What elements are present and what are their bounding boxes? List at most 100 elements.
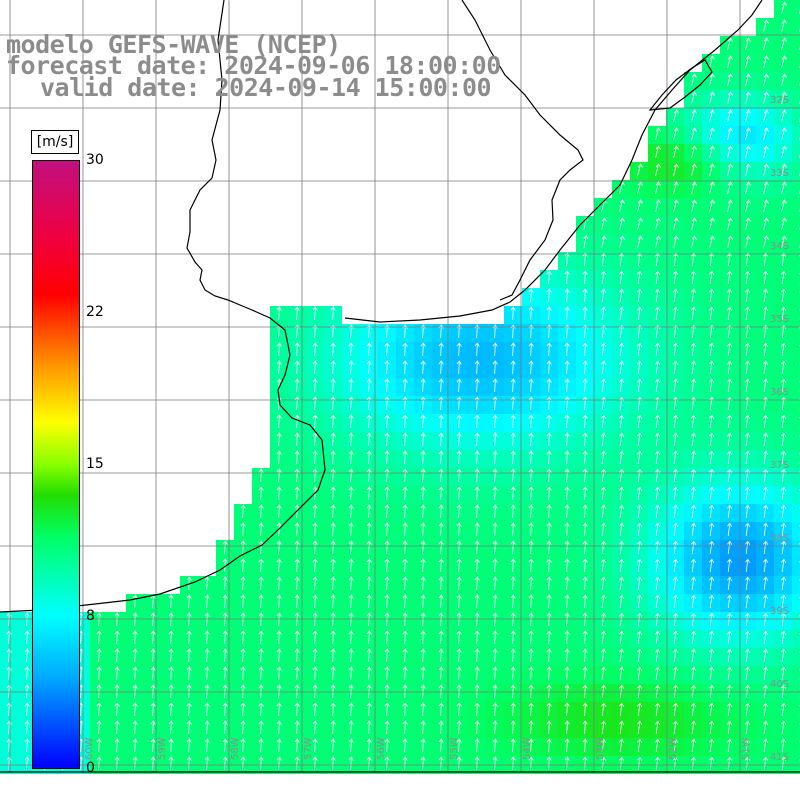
wind-arrow [348, 360, 354, 375]
wind-arrow [366, 648, 372, 663]
wind-arrow [474, 522, 480, 537]
colorbar [32, 160, 80, 769]
wind-arrow [582, 414, 588, 429]
wind-arrow [691, 199, 697, 213]
wind-arrow [637, 756, 643, 771]
wind-arrow [222, 720, 228, 735]
wind-arrow [384, 396, 390, 411]
wind-arrow [655, 235, 661, 249]
wind-arrow [745, 109, 751, 123]
wind-arrow [456, 738, 462, 753]
wind-arrow [528, 612, 534, 627]
wind-arrow [456, 522, 462, 537]
wind-arrow [691, 145, 697, 159]
wind-arrow [582, 756, 588, 771]
wind-arrow [294, 432, 300, 447]
wind-arrow [763, 432, 769, 447]
latitude-label: 37S [770, 460, 789, 471]
wind-arrow [546, 306, 552, 321]
wind-arrow [582, 486, 588, 501]
wind-arrow [601, 360, 607, 375]
wind-arrow [294, 486, 300, 501]
wind-arrow [420, 648, 426, 663]
wind-arrow [312, 540, 318, 555]
wind-arrow [330, 684, 336, 699]
wind-arrow [564, 486, 570, 501]
wind-speed-cell [792, 612, 800, 630]
wind-arrow [763, 37, 769, 51]
wind-arrow [150, 612, 156, 627]
wind-arrow [691, 217, 697, 231]
wind-arrow [366, 360, 372, 375]
wind-arrow [781, 270, 787, 285]
wind-arrow [528, 414, 534, 429]
wind-arrow [745, 342, 751, 357]
wind-arrow [691, 702, 697, 717]
wind-arrow [781, 235, 787, 249]
wind-arrow [474, 342, 480, 357]
wind-arrow [366, 702, 372, 717]
wind-arrow [474, 684, 480, 699]
wind-arrow [564, 558, 570, 573]
wind-arrow [601, 378, 607, 393]
wind-arrow [745, 450, 751, 465]
wind-arrow [330, 648, 336, 663]
wind-arrow [637, 235, 643, 249]
wind-arrow [781, 1, 787, 15]
wind-arrow [528, 288, 534, 303]
wind-arrow [312, 648, 318, 663]
wind-arrow [222, 702, 228, 717]
wind-arrow [222, 630, 228, 645]
wind-arrow [258, 684, 264, 699]
wind-arrow [150, 684, 156, 699]
wind-arrow [96, 666, 102, 681]
wind-arrow [474, 396, 480, 411]
wind-arrow [492, 702, 498, 717]
longitude-label: 55W [449, 737, 460, 760]
wind-arrow [781, 127, 787, 141]
wind-arrow [366, 522, 372, 537]
wind-arrow [312, 756, 318, 771]
wind-arrow [727, 73, 733, 87]
wind-arrow [564, 360, 570, 375]
wind-arrow [637, 342, 643, 357]
wind-arrow [456, 450, 462, 465]
wind-arrow [564, 378, 570, 393]
wind-arrow [510, 612, 516, 627]
wind-arrow [619, 648, 625, 663]
wind-arrow [745, 522, 751, 537]
wind-arrow [438, 540, 444, 555]
wind-arrow [510, 648, 516, 663]
wind-speed-cell [792, 378, 800, 396]
wind-arrow [655, 360, 661, 375]
wind-arrow [582, 432, 588, 447]
wind-arrow [601, 486, 607, 501]
wind-arrow [330, 558, 336, 573]
colorbar-tick-0: 0 [86, 760, 95, 776]
wind-arrow [456, 558, 462, 573]
wind-arrow [528, 306, 534, 321]
wind-arrow [781, 720, 787, 735]
wind-arrow [564, 594, 570, 609]
wind-arrow [727, 199, 733, 213]
wind-arrow [745, 432, 751, 447]
wind-arrow [673, 720, 679, 735]
wind-arrow [763, 702, 769, 717]
wind-arrow [601, 702, 607, 717]
wind-arrow [348, 540, 354, 555]
wind-arrow [474, 378, 480, 393]
wind-arrow [601, 540, 607, 555]
wind-arrow [276, 306, 282, 321]
wind-arrow [168, 648, 174, 663]
wind-speed-cell [792, 522, 800, 540]
wind-arrow [601, 450, 607, 465]
wind-arrow [745, 37, 751, 51]
wind-arrow [492, 504, 498, 519]
wind-arrow [276, 558, 282, 573]
wind-arrow [528, 504, 534, 519]
wind-arrow [673, 738, 679, 753]
wind-arrow [564, 648, 570, 663]
wind-arrow [456, 576, 462, 591]
wind-arrow [150, 666, 156, 681]
wind-arrow [673, 522, 679, 537]
